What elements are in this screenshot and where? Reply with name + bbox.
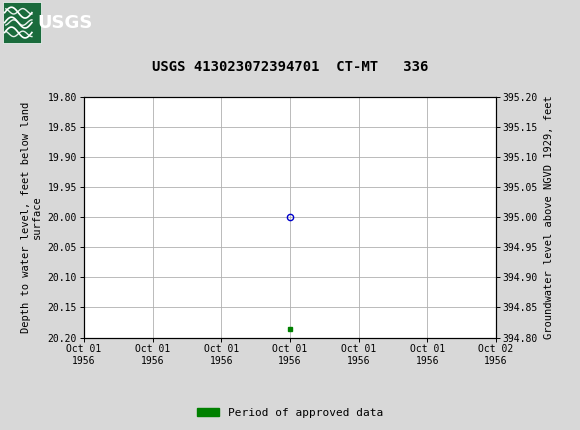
Text: USGS: USGS (38, 14, 93, 31)
Y-axis label: Depth to water level, feet below land
surface: Depth to water level, feet below land su… (21, 101, 42, 333)
Y-axis label: Groundwater level above NGVD 1929, feet: Groundwater level above NGVD 1929, feet (543, 95, 554, 339)
FancyBboxPatch shape (3, 2, 41, 43)
Text: USGS 413023072394701  CT-MT   336: USGS 413023072394701 CT-MT 336 (152, 60, 428, 74)
Legend: Period of approved data: Period of approved data (193, 403, 387, 422)
